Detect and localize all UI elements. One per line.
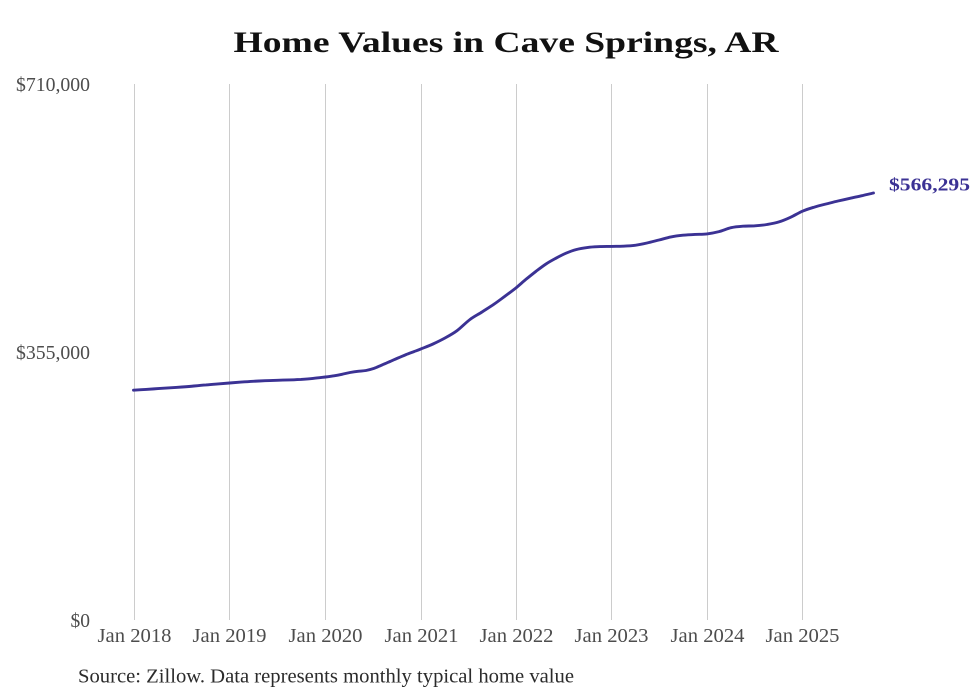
svg-text:Jan 2023: Jan 2023 bbox=[575, 626, 649, 647]
svg-text:Home Values in Cave Springs, A: Home Values in Cave Springs, AR bbox=[234, 27, 780, 59]
svg-text:$566,295: $566,295 bbox=[889, 175, 970, 195]
svg-text:Jan 2018: Jan 2018 bbox=[98, 626, 172, 647]
svg-text:Jan 2019: Jan 2019 bbox=[193, 626, 267, 647]
svg-text:Jan 2024: Jan 2024 bbox=[671, 626, 745, 647]
svg-text:Source: Zillow. Data represent: Source: Zillow. Data represents monthly … bbox=[78, 665, 574, 687]
svg-text:Jan 2022: Jan 2022 bbox=[480, 626, 554, 647]
svg-text:Jan 2021: Jan 2021 bbox=[385, 626, 459, 647]
svg-text:Jan 2025: Jan 2025 bbox=[766, 626, 840, 647]
svg-text:$710,000: $710,000 bbox=[16, 75, 90, 96]
svg-text:$355,000: $355,000 bbox=[16, 343, 90, 364]
svg-text:Jan 2020: Jan 2020 bbox=[289, 626, 363, 647]
svg-text:$0: $0 bbox=[71, 611, 91, 632]
